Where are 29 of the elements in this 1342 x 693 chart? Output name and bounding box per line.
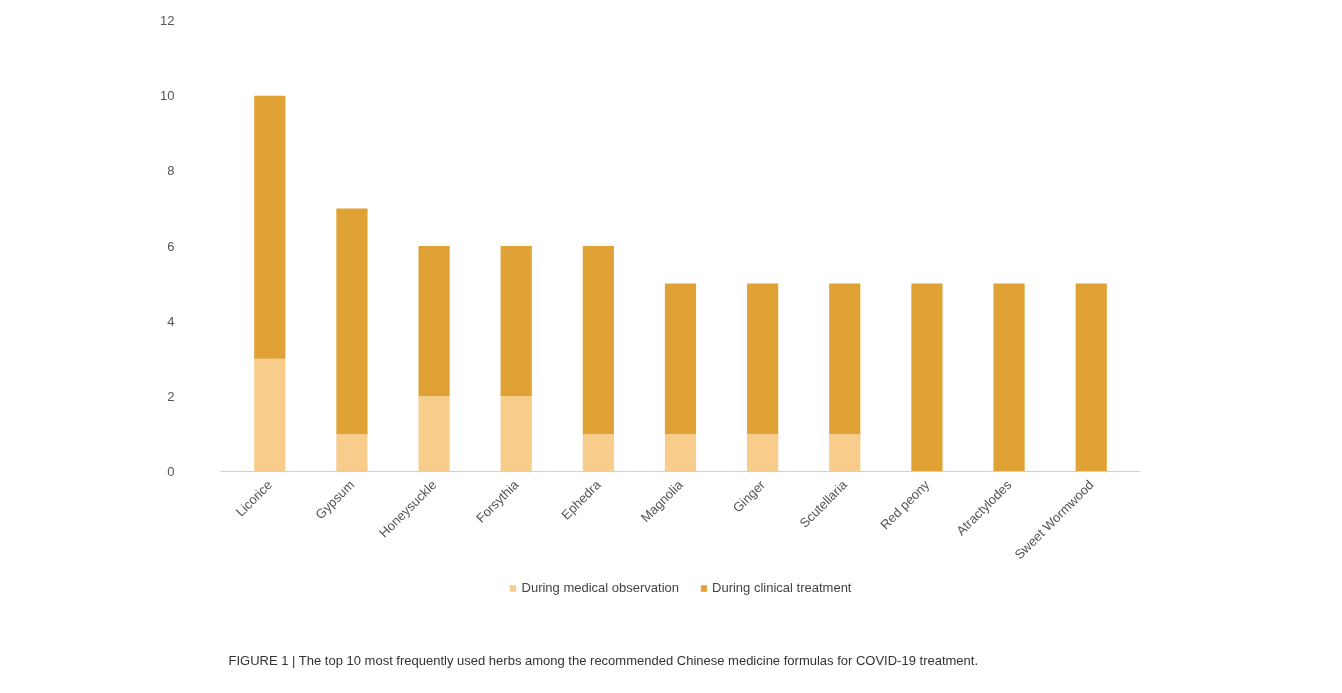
y-tick-label: 10 [160,88,175,104]
bar [993,283,1025,472]
bar [829,283,861,434]
legend-label: During medical observation [521,580,680,595]
bar [747,283,779,434]
bar [664,433,697,472]
bar [254,95,286,359]
caption: FIGURE 1 | The top 10 most frequently used herbs among the recommended Chinese medicine formulas for COVID-19 treatment. [228,652,979,668]
bar [1075,283,1107,472]
y-tick-label: 0 [167,464,175,479]
y-tick-label: 4 [167,313,175,329]
bar [829,433,861,472]
bar [500,246,532,397]
legend-label: During clinical treatment [712,580,852,595]
bar [500,396,532,472]
bar [582,246,614,434]
y-tick-label: 6 [167,238,175,254]
bar [418,246,450,397]
y-tick-label: 12 [160,13,175,28]
y-tick-label: 2 [167,388,175,404]
bar [254,358,286,472]
bar [664,283,697,434]
y-tick-label: 8 [167,163,175,179]
bar [582,433,614,472]
bar [747,433,779,472]
bar [336,433,368,472]
bar [336,208,368,434]
bar [418,396,450,472]
bar [911,283,943,472]
